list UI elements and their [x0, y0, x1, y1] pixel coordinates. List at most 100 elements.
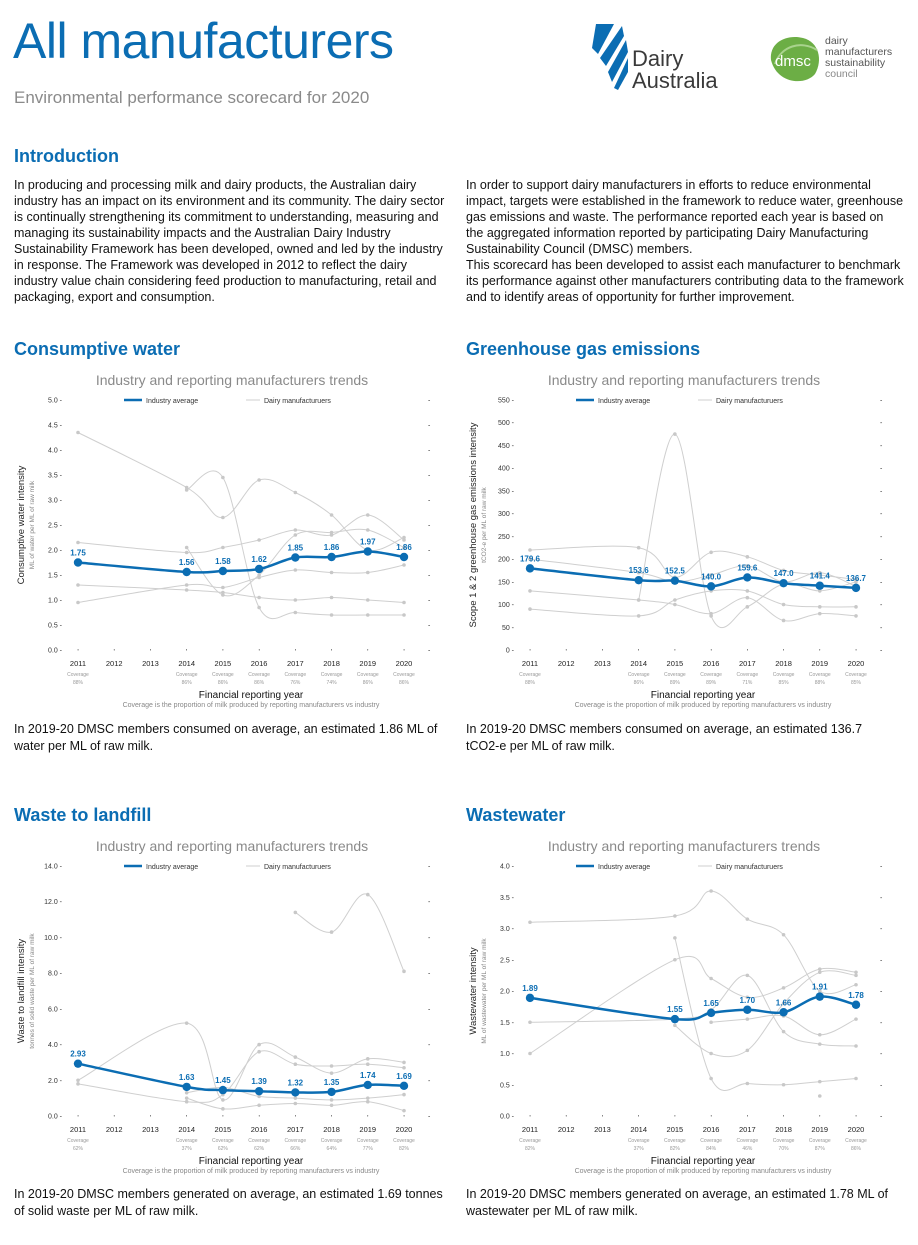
- y-tick-label: 400 -: [498, 466, 515, 473]
- manufacturer-point: [528, 548, 532, 552]
- manufacturer-point: [817, 970, 822, 975]
- y-tick-label: 50 -: [502, 625, 515, 632]
- average-point: [363, 547, 372, 556]
- average-data-label: 152.5: [665, 567, 686, 576]
- manufacturer-point: [221, 590, 225, 595]
- coverage-word: Coverage: [736, 672, 758, 678]
- intro-right-paragraph-2: This scorecard has been developed to ass…: [466, 258, 904, 304]
- coverage-value: 88%: [815, 680, 826, 686]
- dairy-australia-line1: Dairy: [632, 46, 683, 71]
- coverage-value: 64%: [327, 1146, 338, 1152]
- water-heading: Consumptive water: [14, 339, 181, 359]
- legend-mfr-label: Dairy manufacturuers: [716, 864, 783, 871]
- manufacturer-point: [365, 892, 370, 897]
- x-tick-label: 2015: [215, 659, 232, 668]
- x-tick-label: 2019: [359, 659, 376, 668]
- ghg-chart: Industry and reporting manufacturers tre…: [464, 366, 904, 736]
- manufacturer-point: [817, 611, 822, 616]
- y-tick-right: -: [428, 598, 431, 605]
- average-point: [779, 578, 788, 588]
- y-tick-label: 200 -: [498, 557, 515, 564]
- average-point: [779, 1008, 788, 1017]
- coverage-value: 86%: [254, 680, 265, 686]
- y-tick-label: 2.5 -: [500, 957, 515, 964]
- manufacturer-point: [673, 432, 677, 436]
- x-axis-label: Financial reporting year: [651, 690, 756, 701]
- average-point: [670, 1014, 680, 1024]
- y-tick-label: 10.0 -: [44, 935, 63, 942]
- average-data-label: 141.4: [810, 572, 831, 581]
- manufacturer-point: [257, 573, 261, 577]
- manufacturer-point: [184, 1090, 189, 1095]
- wastewater-heading: Wastewater: [466, 805, 566, 825]
- x-axis-label: Financial reporting year: [651, 1156, 756, 1167]
- manufacturer-point: [221, 1098, 225, 1102]
- coverage-value: 82%: [399, 1146, 410, 1152]
- manufacturer-point: [293, 1055, 298, 1059]
- manufacturer-point: [184, 583, 189, 587]
- coverage-value: 37%: [634, 1146, 645, 1152]
- average-point: [291, 553, 300, 562]
- manufacturer-point: [365, 513, 370, 517]
- manufacturer-point: [76, 600, 80, 605]
- chart-title: Industry and reporting manufacturers tre…: [96, 372, 368, 388]
- y-tick-right: -: [428, 648, 431, 655]
- manufacturer-point: [402, 1092, 406, 1097]
- manufacturer-point: [709, 573, 713, 577]
- dmsc-line4: council: [825, 68, 858, 80]
- average-data-label: 1.74: [360, 1071, 376, 1080]
- manufacturer-point: [709, 1076, 713, 1081]
- x-tick-mark: ': [783, 1115, 784, 1122]
- manufacturer-line: [638, 433, 857, 629]
- y-tick-right: -: [880, 1114, 883, 1121]
- y-tick-right: -: [880, 625, 883, 632]
- coverage-value: 86%: [182, 680, 193, 686]
- coverage-word: Coverage: [664, 672, 686, 678]
- average-point: [327, 552, 336, 562]
- average-point: [851, 583, 861, 593]
- coverage-word: Coverage: [67, 1138, 89, 1144]
- manufacturer-point: [329, 1064, 334, 1068]
- manufacturer-point: [402, 969, 406, 974]
- legend-mfr-label: Dairy manufacturuers: [716, 398, 783, 405]
- legend-avg-label: Industry average: [146, 398, 198, 405]
- manufacturer-point: [293, 490, 298, 495]
- manufacturer-point: [854, 1017, 858, 1021]
- manufacturer-point: [854, 970, 858, 975]
- manufacturer-point: [184, 1096, 189, 1100]
- dmsc-leaf-icon: [770, 36, 819, 82]
- x-tick-mark: ': [529, 1115, 530, 1122]
- average-point: [218, 566, 228, 576]
- manufacturer-point: [221, 1107, 225, 1111]
- manufacturer-point: [293, 598, 298, 602]
- x-tick-mark: ': [674, 1115, 675, 1122]
- coverage-value: 87%: [815, 1146, 826, 1152]
- y-axis-label: Scope 1 & 2 greenhouse gas emissions int…: [468, 422, 479, 627]
- y-axis-label: Waste to landfill intensity: [16, 939, 27, 1043]
- page-title: All manufacturers: [13, 13, 394, 69]
- y-tick-right: -: [428, 1078, 431, 1085]
- coverage-note: Coverage is the proportion of milk produ…: [123, 702, 380, 709]
- manufacturer-point: [329, 1103, 334, 1108]
- y-tick-label: 2.5 -: [48, 523, 63, 530]
- average-data-label: 1.66: [776, 998, 792, 1007]
- y-tick-label: 550 -: [498, 398, 515, 405]
- coverage-value: 86%: [363, 680, 374, 686]
- y-tick-label: 2.0 -: [48, 1078, 63, 1085]
- manufacturer-point: [817, 589, 822, 593]
- manufacturer-point: [257, 538, 261, 542]
- average-point: [634, 575, 643, 585]
- y-tick-right: -: [880, 989, 883, 996]
- manufacturer-point: [402, 613, 406, 617]
- ghg-heading: Greenhouse gas emissions: [466, 339, 701, 359]
- manufacturer-point: [76, 540, 80, 545]
- manufacturer-line: [77, 432, 405, 552]
- manufacturer-point: [781, 568, 786, 573]
- y-tick-label: 450 -: [498, 443, 515, 450]
- y-tick-label: 14.0 -: [44, 864, 63, 871]
- coverage-value: 86%: [851, 1146, 862, 1152]
- x-tick-mark: ': [222, 1115, 223, 1122]
- coverage-word: Coverage: [519, 672, 541, 678]
- dairy-australia-line2: Australia: [632, 68, 718, 92]
- manufacturer-point: [293, 568, 298, 572]
